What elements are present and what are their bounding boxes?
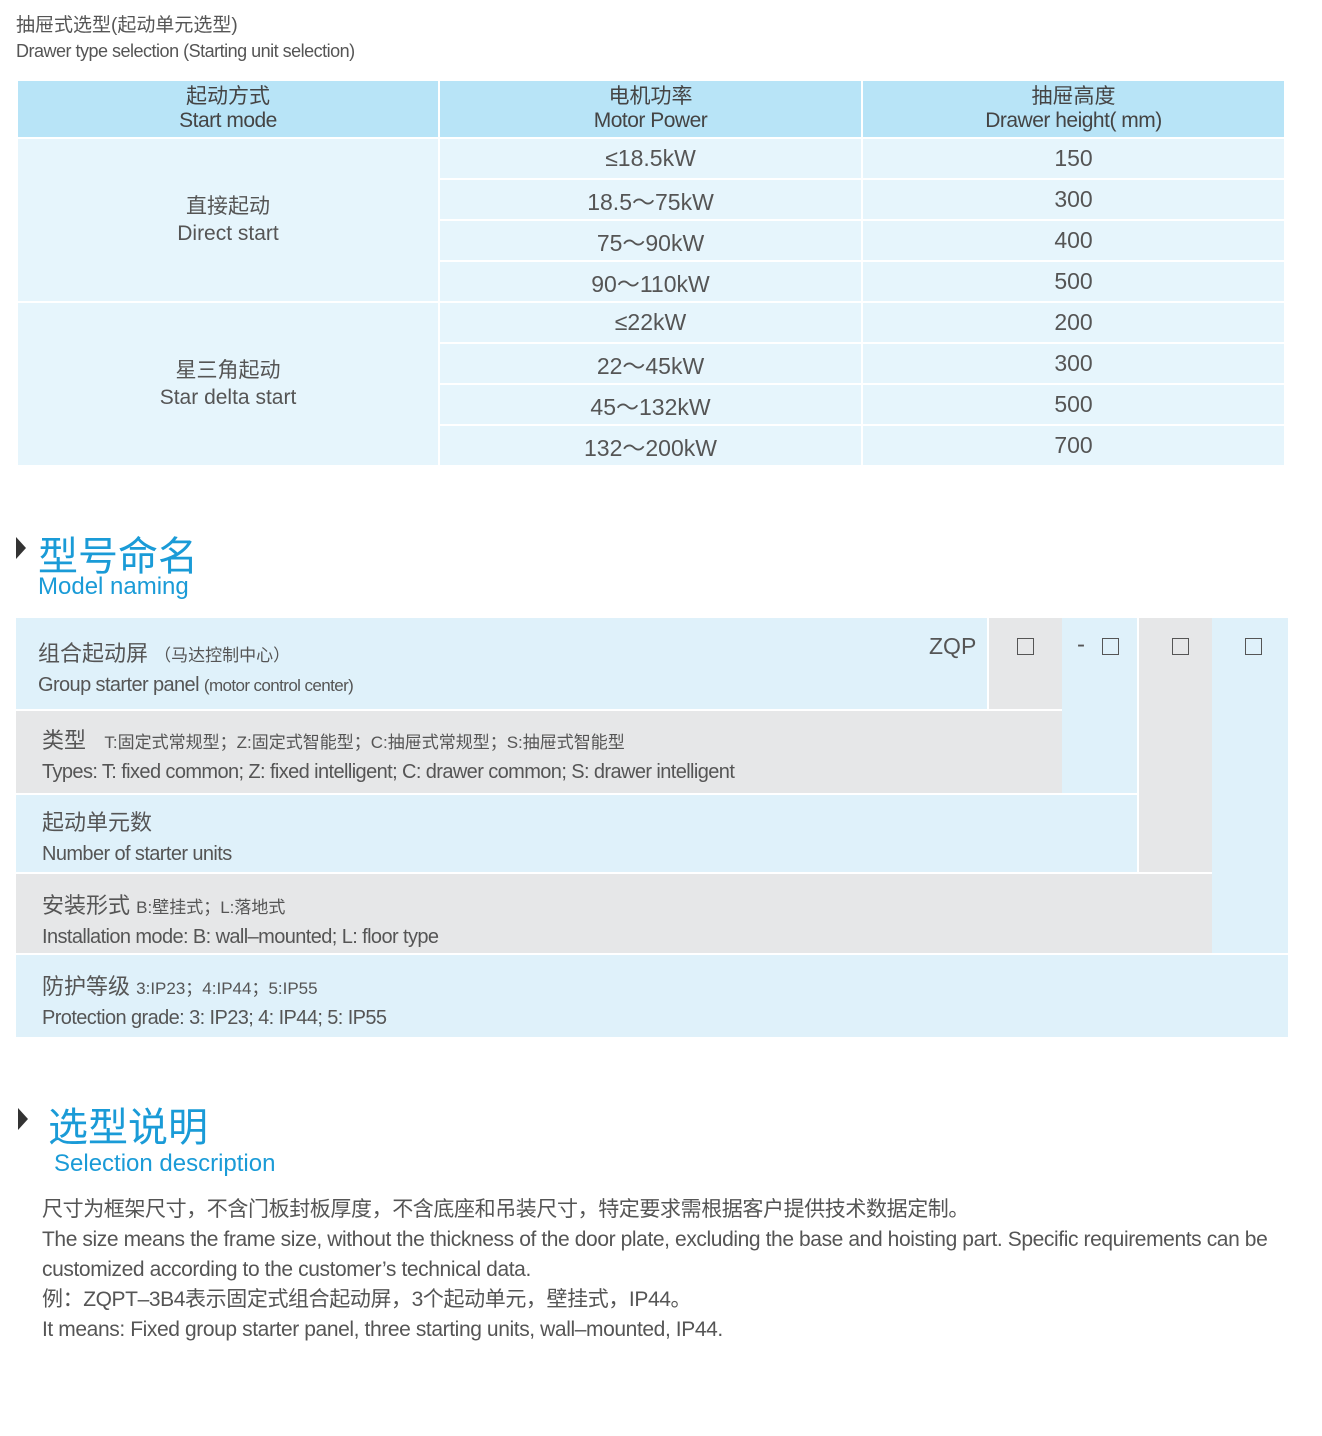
- motor-power-cell: ≤22kW: [438, 301, 863, 344]
- motor-power-cell: ≤18.5kW: [438, 137, 863, 180]
- selection-title-cn: 选型说明: [48, 1106, 208, 1150]
- table-row: 22～45kW 300: [17, 342, 1286, 385]
- table-row: 75～90kW 400: [17, 219, 1286, 262]
- table-row: 18.5～75kW 300: [17, 178, 1286, 221]
- placeholder-box-type-icon: [1017, 638, 1034, 655]
- selection-title-en: Selection description: [54, 1150, 276, 1177]
- row-protection: 防护等级 3:IP23；4:IP44；5:IP55 Protection gra…: [16, 953, 1288, 1037]
- model-naming-title-cn: 型号命名: [38, 535, 198, 579]
- motor-power-cell: 75～90kW: [438, 219, 863, 262]
- header-motor-power: 电机功率 Motor Power: [438, 79, 863, 139]
- model-naming-title-en: Model naming: [38, 573, 189, 600]
- drawer-title-en: Drawer type selection (Starting unit sel…: [16, 41, 355, 61]
- model-dash: -: [1077, 631, 1085, 658]
- desc-line-en: The size means the frame size, without t…: [42, 1228, 1268, 1281]
- motor-power-cell: 45～132kW: [438, 383, 863, 426]
- table-row: 90～110kW 500: [17, 260, 1286, 303]
- section-arrow-icon: [18, 1108, 28, 1130]
- start-mode-cell: 星三角起动 Star delta start: [16, 301, 440, 467]
- drawer-height-cell: 700: [861, 424, 1286, 467]
- motor-power-cell: 90～110kW: [438, 260, 863, 303]
- drawer-title-cn: 抽屉式选型(起动单元选型): [16, 15, 238, 36]
- placeholder-box-units-icon: [1102, 638, 1119, 655]
- drawer-height-cell: 150: [861, 137, 1286, 180]
- motor-power-cell: 132～200kW: [438, 424, 863, 467]
- header-start-mode: 起动方式 Start mode: [16, 79, 440, 139]
- drawer-height-cell: 500: [861, 383, 1286, 426]
- row-types: 类型 T:固定式常规型；Z:固定式智能型；C:抽屉式常规型；S:抽屉式智能型 T…: [16, 709, 1062, 793]
- motor-power-cell: 18.5～75kW: [438, 178, 863, 221]
- table-row: 星三角起动 Star delta start ≤22kW 200: [16, 301, 1286, 467]
- example-line-en: It means: Fixed group starter panel, thr…: [42, 1318, 723, 1341]
- header-drawer-height: 抽屉高度 Drawer height( mm): [861, 79, 1286, 139]
- table-row: 132～200kW 700: [17, 424, 1286, 467]
- row-installation: 安装形式 B:壁挂式；L:落地式 Installation mode: B: w…: [16, 872, 1212, 953]
- motor-power-cell: 22～45kW: [438, 342, 863, 385]
- table-row: 直接起动 Direct start ≤18.5kW 150: [16, 137, 1286, 303]
- model-prefix: ZQP: [929, 633, 977, 659]
- table-row: 45～132kW 500: [17, 383, 1286, 426]
- drawer-height-cell: 400: [861, 219, 1286, 262]
- drawer-height-cell: 200: [861, 301, 1286, 344]
- drawer-height-cell: 500: [861, 260, 1286, 303]
- row-group-starter: 组合起动屏 （马达控制中心） Group starter panel (moto…: [16, 618, 987, 709]
- row-starter-units: 起动单元数 Number of starter units: [16, 793, 1137, 872]
- placeholder-box-install-icon: [1172, 638, 1189, 655]
- placeholder-box-protection-icon: [1245, 638, 1262, 655]
- drawer-height-cell: 300: [861, 178, 1286, 221]
- example-line-cn: 例：ZQPT–3B4表示固定式组合起动屏，3个起动单元，壁挂式，IP44。: [42, 1288, 692, 1311]
- drawer-selection-table: 起动方式 Start mode 电机功率 Motor Power 抽屉高度 Drawe…: [16, 79, 1286, 467]
- selection-description: 尺寸为框架尺寸，不含门板封板厚度，不含底座和吊装尺寸，特定要求需根据客户提供技术…: [42, 1195, 1292, 1345]
- drawer-height-cell: 300: [861, 342, 1286, 385]
- section-arrow-icon: [16, 537, 26, 559]
- desc-line-cn: 尺寸为框架尺寸，不含门板封板厚度，不含底座和吊装尺寸，特定要求需根据客户提供技术…: [42, 1198, 969, 1221]
- start-mode-cell: 直接起动 Direct start: [16, 137, 440, 303]
